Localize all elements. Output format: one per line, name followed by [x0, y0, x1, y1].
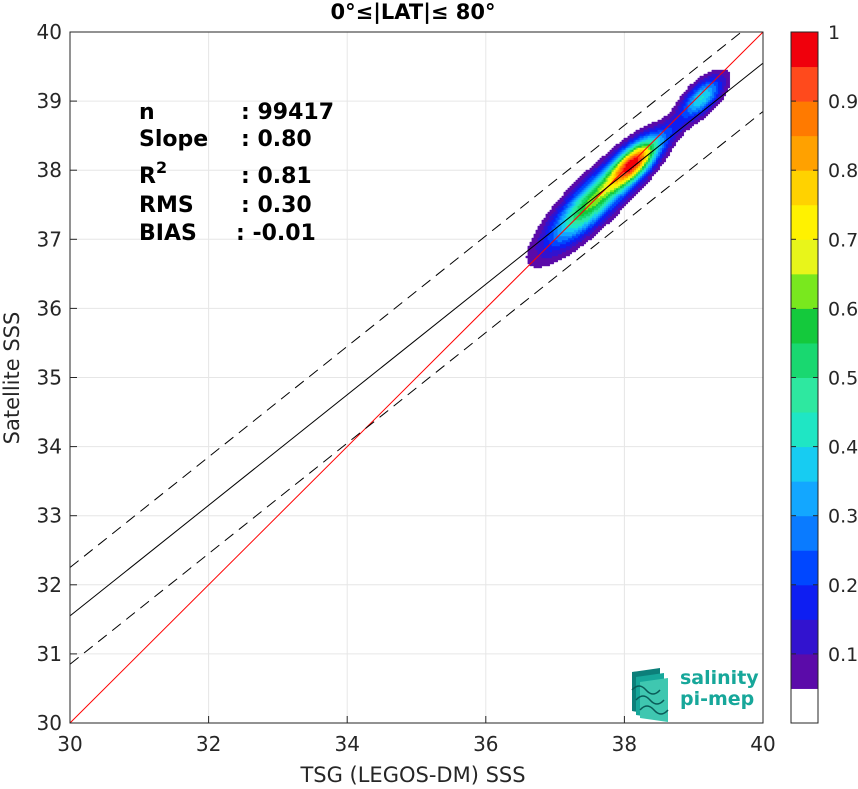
x-tick-label: 30	[57, 732, 82, 756]
stat-value: : 0.80	[241, 127, 312, 152]
y-tick-label: 30	[37, 711, 62, 735]
colorbar-segment	[791, 308, 818, 344]
y-tick-label: 40	[37, 20, 62, 44]
x-axis-ticks: 30 32 34 36 38 40	[57, 716, 776, 756]
stat-value: : -0.01	[236, 221, 316, 246]
stat-label: BIAS	[139, 221, 197, 246]
colorbar-tick-label: 0.1	[828, 644, 858, 666]
colorbar-tick-label: 0.8	[828, 160, 858, 182]
colorbar-tick-label: 0.2	[828, 575, 858, 597]
colorbar-segment	[791, 653, 818, 689]
colorbar-segment	[791, 688, 818, 724]
identity-line	[70, 32, 763, 723]
logo-line1: salinity	[680, 667, 759, 689]
y-tick-label: 38	[37, 158, 62, 182]
y-tick-label: 39	[37, 89, 62, 113]
regression-minus-sigma-line	[70, 111, 763, 665]
x-tick-label: 36	[473, 732, 498, 756]
y-tick-label: 37	[37, 227, 62, 251]
stat-value: : 99417	[241, 100, 334, 125]
colorbar-tick-label: 0.6	[828, 298, 858, 320]
colorbar-tick-label: 0.7	[828, 229, 858, 251]
stat-label: RMS	[139, 193, 194, 218]
colorbar-segment	[791, 619, 818, 655]
colorbar-tick-label: 0.3	[828, 506, 858, 528]
stat-label: n	[139, 100, 155, 125]
stat-value: : 0.30	[241, 193, 312, 218]
y-axis-ticks: 30 31 32 33 34 35 36 37 38 39 40	[37, 20, 77, 735]
colorbar-segment	[791, 377, 818, 413]
logo-line2: pi-mep	[680, 688, 754, 710]
y-tick-label: 36	[37, 296, 62, 320]
x-tick-label: 32	[196, 732, 221, 756]
waves-icon	[631, 668, 669, 722]
colorbar-tick-label: 1	[828, 22, 840, 44]
colorbar-tick-label: 0.4	[828, 437, 858, 459]
colorbar-segment	[791, 101, 818, 137]
colorbar-segment	[791, 446, 818, 482]
density-band	[623, 157, 638, 173]
colorbar-segment	[791, 66, 818, 102]
y-tick-label: 31	[37, 642, 62, 666]
colorbar-segment	[791, 342, 818, 378]
colorbar-segment	[791, 584, 818, 620]
regression-plus-sigma-line	[70, 32, 743, 568]
regression-line	[70, 62, 763, 617]
grid	[69, 31, 764, 724]
x-tick-label: 40	[750, 732, 775, 756]
x-tick-label: 34	[334, 732, 359, 756]
colorbar-tick-label: 0.9	[828, 91, 858, 113]
y-tick-label: 33	[37, 504, 62, 528]
colorbar-segment	[791, 550, 818, 586]
salinity-pi-mep-logo: salinity pi-mep	[631, 667, 759, 722]
x-axis-label: TSG (LEGOS-DM) SSS	[299, 763, 525, 787]
x-tick-label: 38	[612, 732, 637, 756]
fit-lines	[70, 32, 763, 723]
stat-label: Slope	[139, 127, 208, 152]
colorbar-segment	[791, 32, 818, 68]
colorbar: 0.1 0.2 0.3 0.4 0.5 0.6 0.7 0.8 0.9 1	[790, 22, 858, 724]
colorbar-segment	[791, 273, 818, 309]
colorbar-segment	[791, 135, 818, 171]
colorbar-tick-label: 0.5	[828, 368, 858, 390]
colorbar-segment	[791, 481, 818, 517]
y-tick-label: 32	[37, 573, 62, 597]
y-tick-label: 34	[37, 435, 62, 459]
colorbar-segment	[791, 239, 818, 275]
y-axis-label: Satellite SSS	[0, 312, 24, 445]
stat-value: : 0.81	[241, 164, 312, 189]
colorbar-segment	[791, 204, 818, 240]
y-tick-label: 35	[37, 366, 62, 390]
colorbar-segment	[791, 170, 818, 206]
colorbar-segment	[791, 515, 818, 551]
chart-title: 0°≤|LAT|≤ 80°	[330, 0, 495, 25]
colorbar-segment	[791, 412, 818, 448]
